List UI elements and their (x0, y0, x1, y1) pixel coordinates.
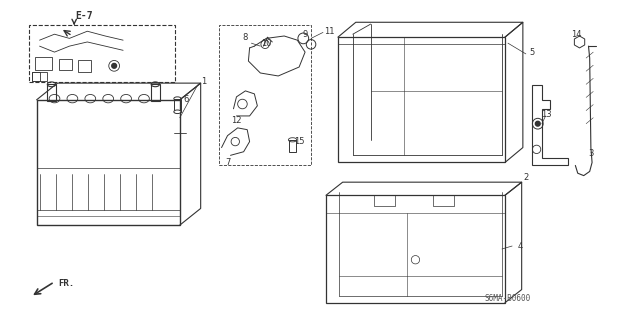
Text: 1: 1 (201, 78, 206, 86)
Text: 13: 13 (541, 110, 552, 119)
Bar (326, 195, 505, 303)
Text: 4: 4 (517, 241, 522, 250)
Bar (338, 37, 505, 162)
Text: 2: 2 (524, 173, 529, 182)
Bar (33, 72, 47, 81)
Bar (174, 99, 181, 112)
Text: 12: 12 (231, 116, 242, 125)
Bar (36, 100, 180, 225)
Text: 3: 3 (589, 149, 594, 158)
Text: 15: 15 (294, 137, 305, 146)
Circle shape (536, 121, 540, 126)
Bar (33, 72, 40, 81)
Bar (289, 140, 296, 152)
Text: FR.: FR. (59, 278, 75, 287)
Text: 9: 9 (303, 30, 308, 39)
Text: 8: 8 (243, 33, 248, 42)
Text: 7: 7 (225, 158, 230, 167)
Text: S6MA-B0600: S6MA-B0600 (485, 294, 531, 303)
Bar (35, 57, 51, 70)
Bar (151, 84, 159, 101)
Bar (47, 84, 56, 101)
Circle shape (112, 63, 116, 68)
Text: E-7: E-7 (76, 11, 93, 21)
Bar (59, 59, 72, 70)
Bar (78, 60, 92, 72)
Text: 11: 11 (324, 27, 334, 36)
Text: 14: 14 (572, 30, 582, 39)
Text: 6: 6 (183, 95, 188, 104)
Ellipse shape (174, 110, 181, 114)
Text: 5: 5 (529, 48, 534, 56)
Text: 10: 10 (261, 39, 271, 48)
